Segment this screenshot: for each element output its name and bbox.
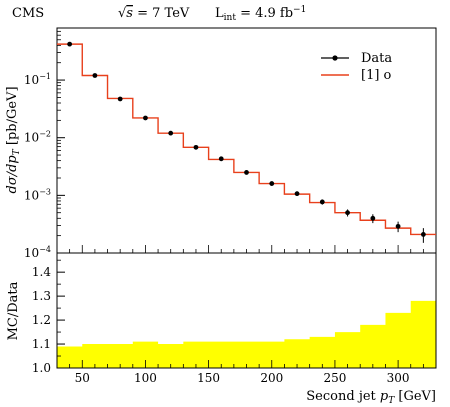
data-point [244, 170, 249, 175]
data-point [67, 41, 73, 47]
main-y-tick-label: 10−4 [24, 245, 51, 260]
data-point [269, 181, 275, 186]
data-point [143, 115, 148, 121]
data-point [168, 130, 174, 136]
ratio-panel: 1.0 1.1 1.2 1.3 1.4 50 100 150 200 250 300 MC/Data… [6, 252, 437, 406]
x-axis-label: Second jet pT [GeV] [306, 389, 436, 406]
energy-label: √s = 7 TeV [118, 6, 190, 21]
data-point [218, 156, 224, 162]
ratio-y-axis-label: MC/Data [6, 281, 21, 340]
ratio-y-tick-label: 1.4 [32, 265, 51, 279]
x-tick-label: 250 [323, 371, 346, 385]
data-point [92, 73, 98, 78]
legend-data-label: Data [361, 51, 392, 66]
data-series [67, 41, 426, 243]
main-panel: 10−1 10−2 10−3 10−4 dσ/dpT [pb/GeV] Data [1… [5, 27, 437, 260]
ratio-panel-ticks: 1.0 1.1 1.2 1.3 1.4 50 100 150 200 250 300 [32, 259, 424, 385]
legend-mc-label: [1] o [361, 68, 392, 83]
x-tick-label: 100 [134, 371, 157, 385]
legend-data-marker [332, 55, 338, 61]
data-point [117, 96, 123, 102]
main-y-tick-label: 10−2 [24, 130, 51, 145]
data-point [420, 232, 426, 237]
data-point [319, 199, 325, 205]
experiment-label: CMS [12, 6, 44, 21]
data-point [370, 215, 376, 221]
data-point [294, 191, 300, 197]
ratio-y-tick-label: 1.3 [32, 289, 51, 303]
ratio-y-tick-label: 1.0 [32, 361, 51, 375]
main-y-axis-label: dσ/dpT [pb/GeV] [5, 86, 22, 193]
legend: Data [1] o [321, 51, 392, 83]
x-tick-label: 200 [260, 371, 283, 385]
luminosity-label: Lint = 4.9 fb−1 [215, 5, 306, 23]
data-point [193, 144, 199, 150]
data-point [395, 223, 401, 229]
data-point [345, 210, 350, 216]
x-tick-label: 150 [197, 371, 220, 385]
main-y-tick-label: 10−1 [24, 72, 51, 87]
ratio-y-tick-label: 1.1 [32, 337, 51, 351]
x-tick-label: 50 [75, 371, 90, 385]
ratio-y-tick-label: 1.2 [32, 313, 51, 327]
ratio-band-area [57, 300, 436, 368]
ratio-band [57, 300, 436, 368]
x-tick-label: 300 [387, 371, 410, 385]
main-y-tick-label: 10−3 [24, 187, 51, 202]
